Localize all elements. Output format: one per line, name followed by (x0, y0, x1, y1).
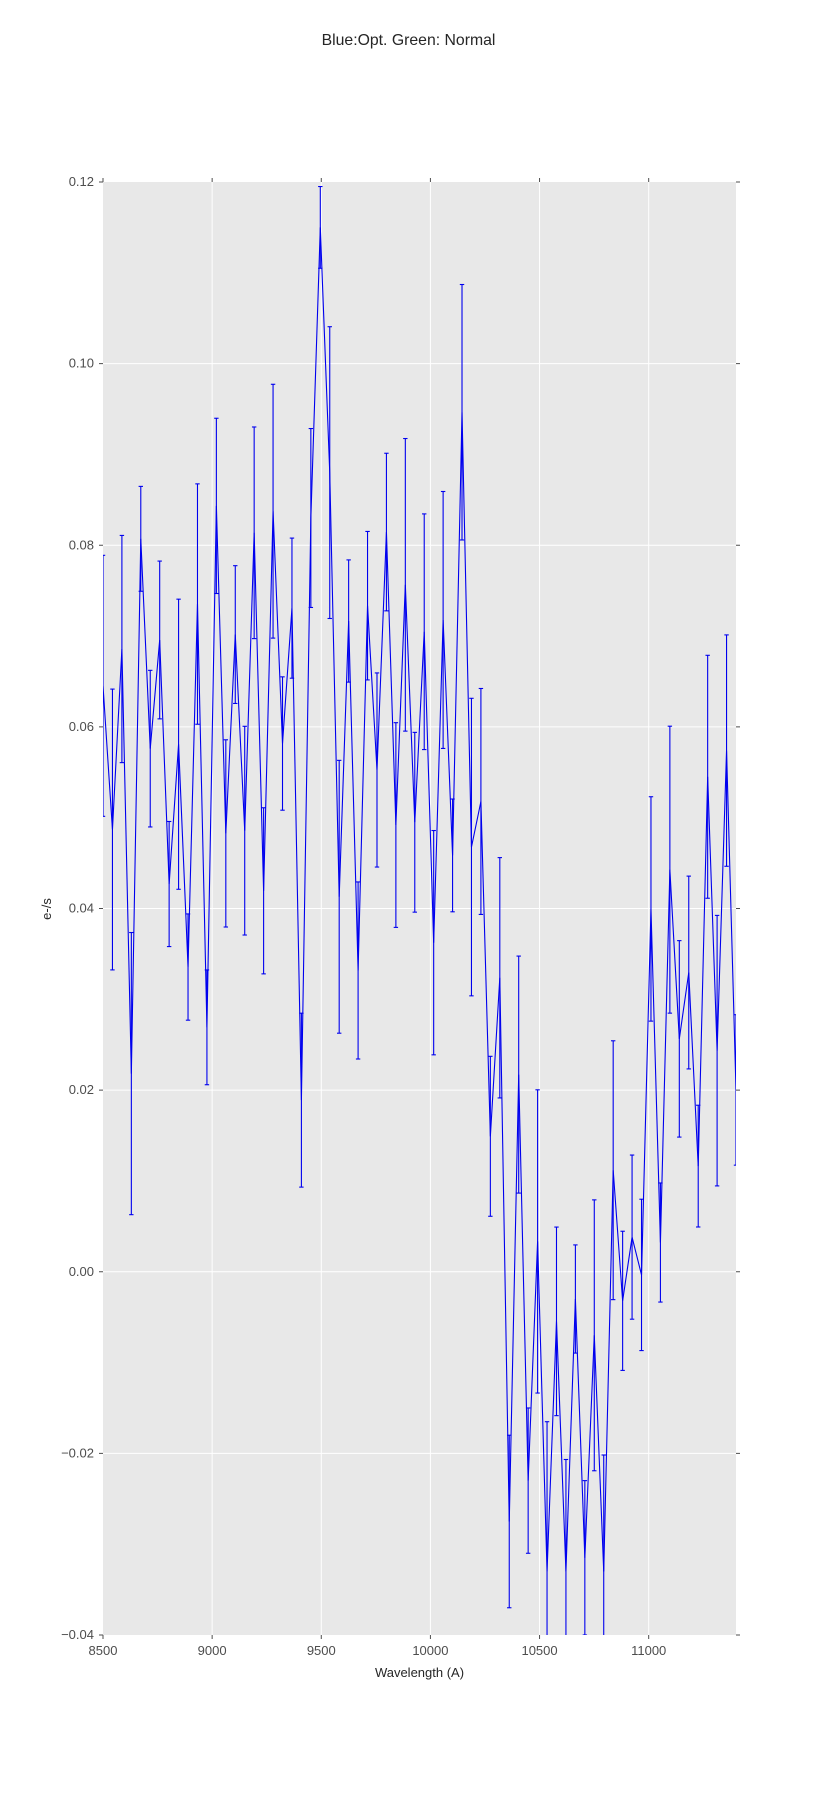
svg-text:0.06: 0.06 (69, 719, 94, 734)
svg-text:0.12: 0.12 (69, 174, 94, 189)
svg-text:0.08: 0.08 (69, 537, 94, 552)
svg-text:0.10: 0.10 (69, 356, 94, 371)
svg-text:Wavelength (A): Wavelength (A) (375, 1665, 464, 1680)
svg-text:10000: 10000 (412, 1643, 448, 1658)
svg-text:0.00: 0.00 (69, 1264, 94, 1279)
svg-text:9500: 9500 (307, 1643, 336, 1658)
svg-text:e-/s: e-/s (39, 898, 54, 920)
svg-text:−0.04: −0.04 (61, 1627, 94, 1642)
svg-text:10500: 10500 (521, 1643, 557, 1658)
svg-text:−0.02: −0.02 (61, 1445, 94, 1460)
svg-text:8500: 8500 (89, 1643, 118, 1658)
svg-text:0.04: 0.04 (69, 901, 94, 916)
svg-text:11000: 11000 (631, 1643, 666, 1658)
svg-text:9000: 9000 (198, 1643, 227, 1658)
svg-text:0.02: 0.02 (69, 1082, 94, 1097)
